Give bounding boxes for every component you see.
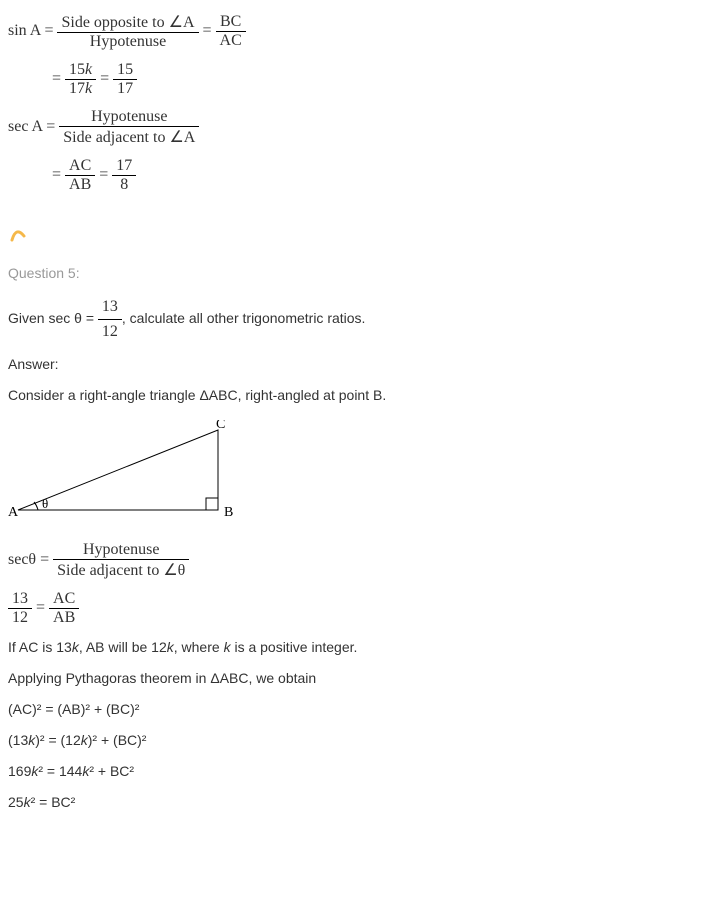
given-line: Given sec θ = 13 12 , calculate all othe… [8,295,704,344]
eq-secA-def: sec A = Hypotenuse Side adjacent to ∠A [8,108,704,147]
vertex-A: A [8,505,19,520]
frac1: Hypotenuse Side adjacent to ∠A [59,108,199,147]
pyth-line: Applying Pythagoras theorem in ΔABC, we … [8,668,704,689]
eq-relation: 13 12 = AC AB [8,590,704,627]
angle-theta: θ [42,496,48,511]
step3: 169k² = 144k² + BC² [8,761,704,782]
step2: (13k)² = (12k)² + (BC)² [8,730,704,751]
frac1: 15k 17k [65,61,96,98]
if-line: If AC is 13k, AB will be 12k, where k is… [8,637,704,658]
question-title: Question 5: [8,265,704,281]
eq-sectheta-def: secθ = Hypotenuse Side adjacent to ∠θ [8,541,704,580]
vertex-C: C [216,420,225,432]
vertex-B: B [224,505,233,520]
frac1: AC AB [65,157,95,194]
frac2: BC AC [216,13,246,50]
eq: = [52,166,65,183]
eq: = [203,22,216,39]
scribble-icon [8,218,38,248]
step4: 25k² = BC² [8,792,704,813]
frac2: 15 17 [113,61,137,98]
eq-sinA-def: sin A = Side opposite to ∠A Hypotenuse =… [8,12,704,51]
given-frac: 13 12 [98,295,122,344]
frac1: Side opposite to ∠A Hypotenuse [57,12,198,51]
lhs: sin A = [8,22,53,39]
answer-label: Answer: [8,354,704,375]
eq: = [52,70,65,87]
triangle-diagram: A B C θ [8,420,238,530]
frac2: 17 8 [112,157,136,194]
eq: = [99,166,112,183]
eq: = [100,70,113,87]
lhs: sec A = [8,118,55,135]
step1: (AC)² = (AB)² + (BC)² [8,699,704,720]
eq-sinA-val: = 15k 17k = 15 17 [8,61,704,98]
consider-line: Consider a right-angle triangle ΔABC, ri… [8,385,704,406]
eq-secA-val: = AC AB = 17 8 [8,157,704,194]
